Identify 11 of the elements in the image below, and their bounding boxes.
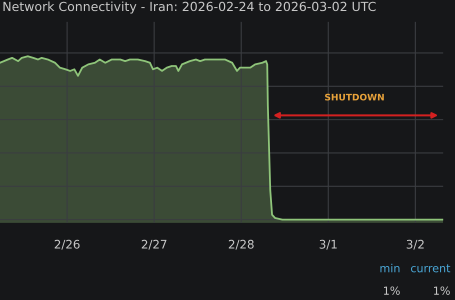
x-tick-label: 3/1	[320, 240, 337, 250]
x-tick-label: 2/27	[142, 240, 166, 250]
chart-title: Network Connectivity - Iran: 2026-02-24 to 2026-03-02 UTC	[4, 2, 376, 14]
text: current	[410, 264, 450, 272]
x-tick-label: 2/28	[228, 240, 254, 250]
text: 1%	[434, 286, 450, 295]
x-tick-label: 3/2	[406, 240, 424, 250]
text: min	[380, 264, 400, 272]
text: 1%	[384, 286, 400, 295]
x-tick-label: 2/26	[54, 240, 80, 250]
annotation: SHUTDOWN	[325, 94, 384, 101]
